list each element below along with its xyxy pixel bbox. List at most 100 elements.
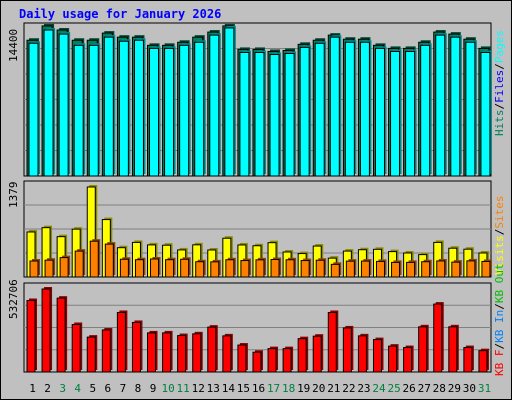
bar-sites-day-5	[89, 239, 101, 278]
bar-kbf-day-18	[282, 346, 294, 373]
x-tick-day-28: 28	[433, 382, 446, 395]
ymax-label-hits: 14400	[7, 29, 20, 62]
bar-kbf-day-22	[342, 325, 354, 373]
x-tick-day-25: 25	[387, 382, 400, 395]
legend-separator: /	[493, 343, 506, 350]
bar-pages-day-28	[435, 33, 447, 177]
legend-hits: Hits	[493, 110, 506, 137]
bar-pages-day-2	[43, 28, 56, 177]
bar-sites-day-29	[451, 260, 462, 278]
bar-sites-day-24	[375, 259, 387, 278]
bar-sites-day-2	[44, 258, 56, 278]
bar-sites-day-26	[406, 260, 417, 278]
bar-kbf-day-29	[448, 324, 459, 373]
bar-pages-day-21	[329, 35, 342, 177]
x-tick-day-4: 4	[74, 382, 81, 395]
bar-kbf-day-23	[357, 333, 369, 373]
x-tick-day-2: 2	[44, 382, 51, 395]
bar-kbf-day-19	[297, 336, 309, 373]
bar-sites-day-20	[315, 258, 327, 278]
bar-pages-day-31	[480, 50, 492, 177]
bar-sites-day-12	[195, 259, 206, 278]
bar-kbf-day-14	[222, 333, 233, 373]
bar-sites-day-13	[210, 259, 221, 278]
x-tick-day-27: 27	[418, 382, 431, 395]
legend-files: Files	[493, 70, 506, 103]
bar-pages-day-27	[420, 43, 432, 177]
x-tick-day-13: 13	[207, 382, 220, 395]
bar-sites-day-3	[59, 255, 71, 278]
bar-sites-day-11	[180, 257, 191, 278]
legend-visits: Visits	[493, 235, 506, 275]
legend-separator: /	[493, 303, 506, 310]
x-tick-day-26: 26	[403, 382, 416, 395]
x-tick-day-21: 21	[327, 382, 340, 395]
x-tick-day-6: 6	[105, 382, 112, 395]
bar-kbf-day-6	[101, 327, 113, 373]
legend-kb-f: KB F	[493, 350, 506, 377]
legend-sites: Sites	[493, 196, 506, 229]
bar-sites-day-1	[29, 259, 40, 278]
bar-pages-day-11	[179, 43, 191, 177]
legend-separator: /	[493, 103, 506, 110]
ymax-label-kbytes: 532706	[7, 279, 20, 319]
legend-kb-in: KB In	[493, 310, 506, 343]
legend-kb-out: KB Out	[493, 263, 506, 303]
x-tick-day-18: 18	[282, 382, 295, 395]
bar-pages-day-13	[209, 33, 221, 177]
x-tick-day-5: 5	[89, 382, 96, 395]
legend-visits-sites: Visits/Sites	[493, 196, 506, 276]
x-tick-day-8: 8	[135, 382, 142, 395]
bar-sites-day-16	[255, 257, 266, 278]
bar-pages-day-16	[254, 50, 266, 177]
bar-pages-day-1	[28, 41, 40, 177]
bar-sites-day-23	[360, 259, 372, 278]
bar-sites-day-25	[391, 260, 402, 278]
bar-kbf-day-31	[478, 348, 489, 373]
bar-pages-day-8	[133, 38, 146, 177]
bar-pages-day-6	[103, 35, 116, 177]
bar-pages-day-26	[405, 49, 417, 177]
x-tick-day-14: 14	[222, 382, 236, 395]
bar-kbf-day-26	[403, 345, 414, 373]
bar-kbf-day-21	[327, 310, 339, 373]
bar-sites-day-14	[225, 257, 236, 278]
bar-pages-day-18	[284, 51, 297, 177]
bar-kbf-day-25	[388, 344, 399, 373]
x-tick-day-12: 12	[192, 382, 205, 395]
bar-pages-day-4	[73, 43, 86, 177]
bar-kbf-day-12	[192, 331, 203, 373]
bar-sites-day-9	[150, 256, 161, 278]
bar-kbf-day-8	[131, 320, 143, 373]
legend-separator: /	[493, 63, 506, 70]
x-tick-day-30: 30	[463, 382, 476, 395]
bar-pages-day-22	[344, 40, 357, 177]
legend-hits-files-pages: Hits/Files/Pages	[493, 30, 506, 136]
bar-sites-day-15	[240, 258, 251, 278]
bar-sites-day-10	[165, 257, 176, 278]
x-tick-day-10: 10	[161, 382, 174, 395]
bar-pages-day-5	[88, 43, 101, 177]
bar-sites-day-8	[134, 257, 146, 278]
bar-pages-day-12	[194, 40, 206, 177]
bar-kbf-day-30	[463, 345, 474, 373]
bar-pages-day-29	[450, 35, 462, 177]
bar-sites-day-4	[74, 249, 86, 278]
bar-kbf-day-11	[177, 333, 188, 373]
bar-sites-day-30	[466, 258, 477, 278]
x-tick-day-11: 11	[177, 382, 190, 395]
x-tick-day-17: 17	[267, 382, 280, 395]
bar-pages-day-15	[239, 50, 251, 177]
bar-kbf-day-9	[147, 330, 158, 373]
bar-sites-day-7	[119, 257, 131, 278]
bar-pages-day-14	[224, 25, 236, 177]
x-tick-day-19: 19	[297, 382, 310, 395]
bar-sites-day-19	[300, 258, 312, 278]
bar-kbf-day-24	[372, 337, 384, 373]
bar-pages-day-20	[314, 41, 327, 177]
bar-sites-day-17	[270, 257, 282, 278]
bar-pages-day-10	[164, 46, 176, 177]
bar-kbf-day-10	[162, 330, 173, 373]
x-tick-day-7: 7	[120, 382, 127, 395]
